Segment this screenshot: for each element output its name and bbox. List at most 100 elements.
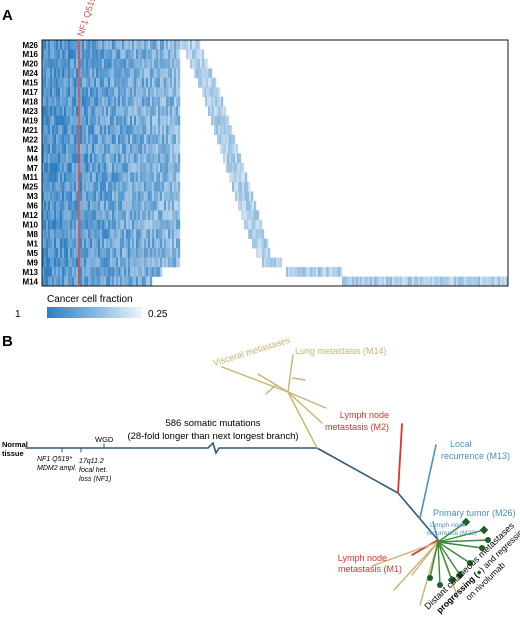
heatmap-cell — [172, 257, 175, 268]
heatmap-cell — [74, 172, 77, 183]
heatmap-cell — [88, 115, 91, 126]
heatmap-cell — [150, 229, 153, 239]
heatmap-cell — [136, 134, 139, 145]
heatmap-cell — [122, 210, 125, 221]
heatmap-cell — [458, 276, 461, 287]
lymph-m2-label-2: metastasis (M2) — [325, 422, 389, 432]
heatmap-cell — [110, 96, 113, 107]
heatmap-cell — [166, 257, 169, 268]
heatmap-cell — [112, 219, 115, 230]
heatmap-cell — [92, 153, 95, 164]
heatmap-cell — [58, 200, 61, 211]
heatmap-cell — [114, 210, 117, 221]
heatmap-cell — [130, 257, 133, 268]
heatmap-cell — [268, 257, 271, 268]
heatmap-cell — [88, 125, 91, 135]
heatmap-cell — [198, 58, 201, 69]
heatmap-cell — [138, 134, 141, 145]
heatmap-cell — [50, 248, 53, 258]
heatmap-cell — [386, 276, 389, 287]
heatmap-cell — [120, 134, 123, 145]
heatmap-cell — [52, 191, 55, 202]
heatmap-cell — [110, 153, 113, 164]
heatmap-cell — [270, 257, 273, 268]
heatmap-cell — [66, 77, 69, 88]
heatmap-cell — [124, 125, 127, 135]
heatmap-cell — [56, 96, 59, 107]
heatmap-cell — [146, 163, 149, 173]
heatmap-cell — [106, 49, 109, 60]
heatmap-cell — [56, 219, 59, 230]
heatmap-cell — [62, 153, 65, 164]
heatmap-cell — [158, 77, 161, 88]
heatmap-cell — [96, 153, 99, 164]
heatmap-cell — [152, 96, 155, 107]
heatmap-cell — [316, 267, 319, 277]
heatmap-cell — [50, 238, 53, 249]
heatmap-cell — [108, 210, 111, 221]
heatmap-cell — [82, 144, 85, 154]
heatmap-cell — [66, 134, 69, 145]
row-label: M16 — [22, 50, 38, 59]
heatmap-cell — [236, 181, 239, 192]
heatmap-cell — [290, 267, 293, 277]
heatmap-cell — [110, 229, 113, 239]
heatmap-cell — [166, 125, 169, 135]
heatmap-cell — [124, 229, 127, 239]
heatmap-cell — [172, 144, 175, 154]
heatmap-cell — [110, 125, 113, 135]
heatmap-cell — [150, 58, 153, 69]
heatmap-cell — [130, 125, 133, 135]
heatmap-cell — [120, 106, 123, 116]
heatmap-cell — [219, 115, 222, 126]
heatmap-cell — [172, 200, 175, 211]
heatmap-cell — [226, 125, 229, 135]
heatmap-cell — [330, 267, 333, 277]
heatmap-cell — [76, 238, 79, 249]
heatmap-cell — [112, 96, 115, 107]
heatmap-cell — [243, 191, 246, 202]
heatmap-cell — [54, 248, 57, 258]
heatmap-cell — [94, 87, 97, 98]
heatmap-cell — [100, 134, 103, 145]
heatmap-cell — [44, 248, 47, 258]
heatmap-cell — [122, 172, 125, 183]
heatmap-cell — [230, 163, 233, 173]
heatmap-cell — [72, 134, 75, 145]
heatmap-cell — [138, 58, 141, 69]
heatmap-cell — [146, 96, 149, 107]
heatmap-cell — [128, 276, 131, 287]
heatmap-cell — [204, 58, 207, 69]
heatmap-cell — [106, 276, 109, 287]
heatmap-cell — [124, 87, 127, 98]
heatmap-cell — [54, 229, 57, 239]
heatmap-cell — [100, 267, 103, 277]
heatmap-cell — [56, 144, 59, 154]
heatmap-cell — [102, 115, 105, 126]
heatmap-cell — [247, 191, 250, 202]
heatmap-cell — [456, 276, 459, 287]
heatmap-cell — [312, 267, 315, 277]
heatmap-cell — [158, 219, 161, 230]
heatmap-cell — [52, 267, 55, 277]
heatmap-cell — [52, 200, 55, 211]
heatmap-cell — [126, 219, 129, 230]
heatmap-cell — [160, 58, 163, 69]
heatmap-cell — [154, 219, 157, 230]
heatmap-cell — [134, 40, 137, 50]
heatmap-cell — [88, 77, 91, 88]
heatmap-cell — [154, 210, 157, 221]
heatmap-cell — [164, 172, 167, 183]
heatmap-cell — [110, 87, 113, 98]
heatmap-cell — [232, 163, 235, 173]
heatmap-cell — [136, 248, 139, 258]
heatmap-cell — [80, 238, 83, 249]
heatmap-cell — [68, 40, 71, 50]
heatmap-cell — [162, 87, 165, 98]
heatmap-cell — [144, 257, 147, 268]
nf1-marker-label: NF1 Q519* — [75, 0, 99, 38]
heatmap-cell — [60, 267, 63, 277]
heatmap-cell — [130, 134, 133, 145]
heatmap-cell — [216, 106, 219, 116]
heatmap-cell — [66, 200, 69, 211]
